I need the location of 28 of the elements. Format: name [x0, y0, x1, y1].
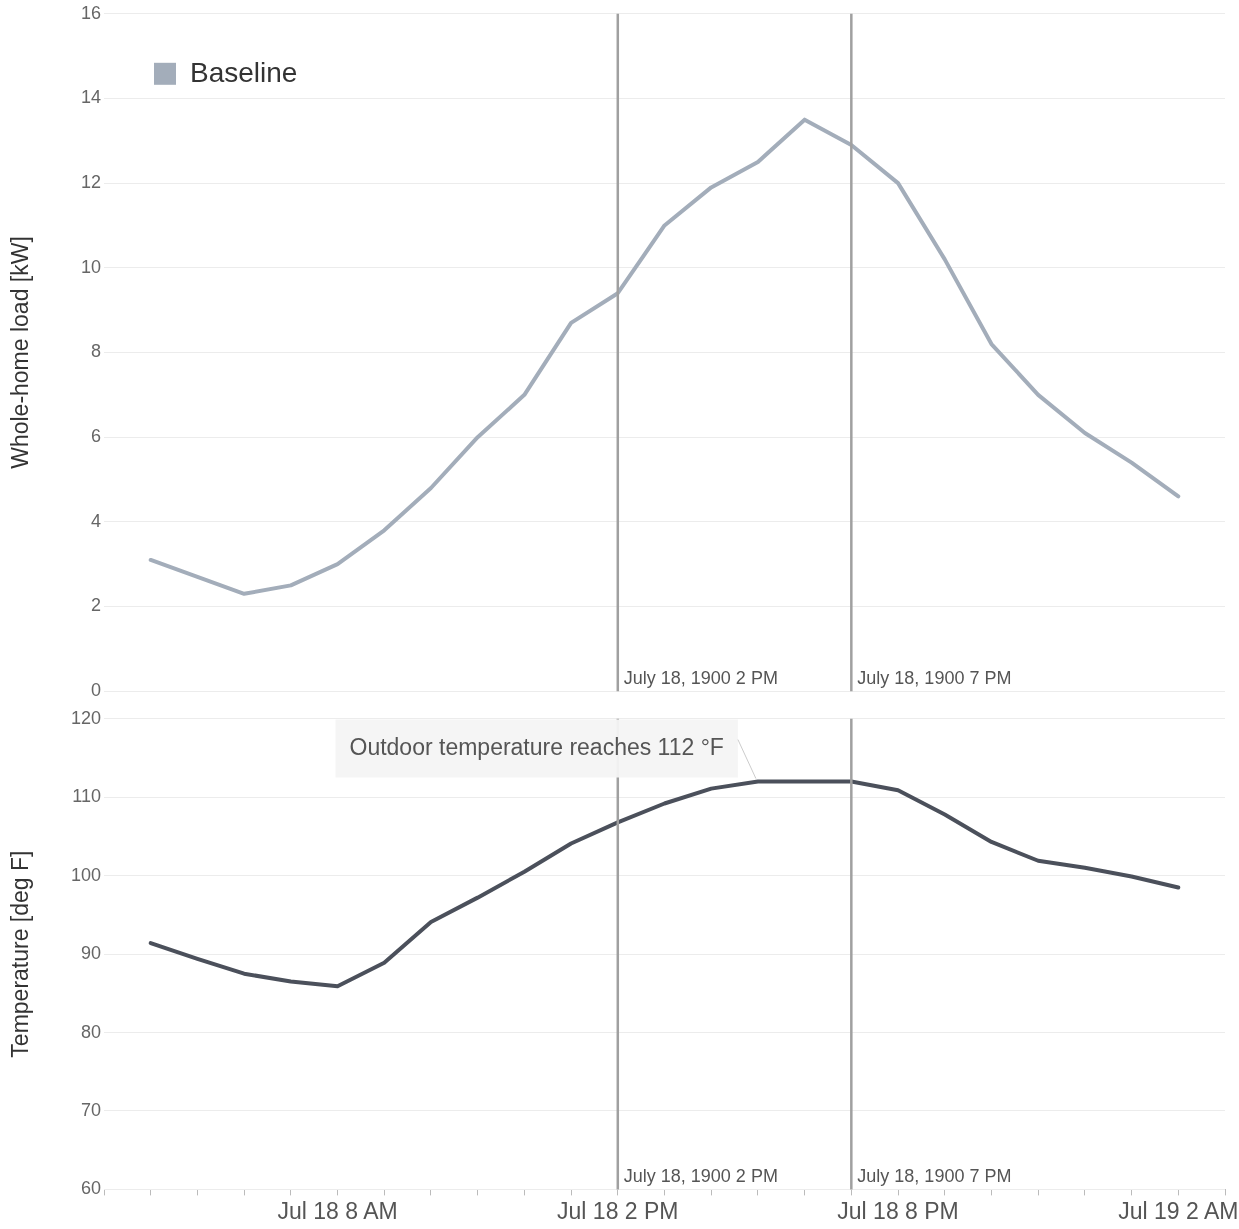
y-tick-label: 2 [90, 595, 101, 616]
y-tick-label: 0 [90, 680, 101, 701]
y-axis-title: Whole-home load [kW] [7, 236, 34, 469]
x-tick-label: Jul 19 2 AM [1118, 1197, 1239, 1224]
y-tick-label: 70 [80, 1099, 101, 1120]
y-tick-label: 110 [72, 786, 101, 807]
y-tick-label: 100 [70, 864, 101, 885]
y-tick-label: 60 [80, 1178, 101, 1199]
y-tick-label: 120 [70, 707, 101, 728]
ref-line-label: July 18, 1900 7 PM [857, 668, 1012, 689]
legend-label: Baseline [190, 56, 298, 88]
y-tick-label: 12 [80, 172, 101, 193]
x-tick-label: Jul 18 8 PM [837, 1197, 959, 1224]
y-tick-label: 10 [80, 256, 101, 277]
y-tick-label: 90 [80, 943, 101, 964]
y-tick-label: 16 [80, 2, 101, 23]
ref-line-label: July 18, 1900 2 PM [623, 1166, 778, 1187]
x-tick-label: Jul 18 2 PM [557, 1197, 679, 1224]
ref-line-label: July 18, 1900 7 PM [857, 1166, 1012, 1187]
y-tick-label: 80 [80, 1021, 101, 1042]
ref-line-label: July 18, 1900 2 PM [623, 668, 778, 689]
annotation: Outdoor temperature reaches 112 °F [349, 733, 724, 760]
y-tick-label: 14 [80, 87, 101, 108]
y-tick-label: 8 [90, 341, 101, 362]
y-tick-label: 6 [90, 426, 101, 447]
x-tick-label: Jul 18 8 AM [277, 1197, 398, 1224]
y-tick-label: 4 [90, 510, 101, 531]
y-axis-title: Temperature [deg F] [7, 850, 34, 1058]
